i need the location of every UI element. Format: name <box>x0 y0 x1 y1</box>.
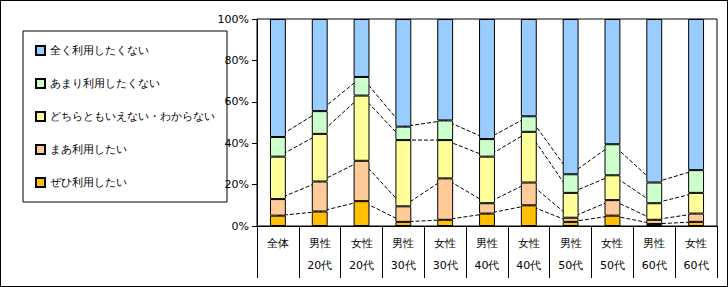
svg-text:60代: 60代 <box>684 259 709 272</box>
svg-text:女性: 女性 <box>434 237 456 250</box>
svg-text:男性: 男性 <box>643 237 665 250</box>
svg-text:80%: 80% <box>225 54 249 67</box>
svg-text:40代: 40代 <box>475 259 500 272</box>
svg-text:40代: 40代 <box>516 259 541 272</box>
svg-text:30代: 30代 <box>391 259 416 272</box>
svg-text:男性: 男性 <box>560 237 582 250</box>
svg-text:女性: 女性 <box>518 237 540 250</box>
svg-text:30代: 30代 <box>433 259 458 272</box>
svg-text:女性: 女性 <box>685 237 707 250</box>
svg-text:20%: 20% <box>225 178 249 191</box>
svg-text:40%: 40% <box>225 137 249 150</box>
svg-text:全体: 全体 <box>267 237 289 250</box>
svg-text:男性: 男性 <box>309 237 331 250</box>
svg-text:男性: 男性 <box>476 237 498 250</box>
svg-text:0%: 0% <box>232 220 249 233</box>
svg-text:まあ利用したい: まあ利用したい <box>50 143 127 156</box>
svg-text:全く利用したくない: 全く利用したくない <box>50 44 149 57</box>
svg-text:どちらともいえない・わからない: どちらともいえない・わからない <box>50 110 215 123</box>
svg-text:50代: 50代 <box>600 259 625 272</box>
svg-text:60代: 60代 <box>642 259 667 272</box>
svg-text:あまり利用したくない: あまり利用したくない <box>50 77 160 90</box>
svg-text:女性: 女性 <box>601 237 623 250</box>
svg-text:60%: 60% <box>225 95 249 108</box>
svg-text:100%: 100% <box>218 13 249 26</box>
svg-text:男性: 男性 <box>392 237 414 250</box>
svg-text:女性: 女性 <box>351 237 373 250</box>
svg-text:ぜひ利用したい: ぜひ利用したい <box>50 176 127 189</box>
svg-text:20代: 20代 <box>349 259 374 272</box>
svg-text:50代: 50代 <box>558 259 583 272</box>
svg-text:20代: 20代 <box>307 259 332 272</box>
